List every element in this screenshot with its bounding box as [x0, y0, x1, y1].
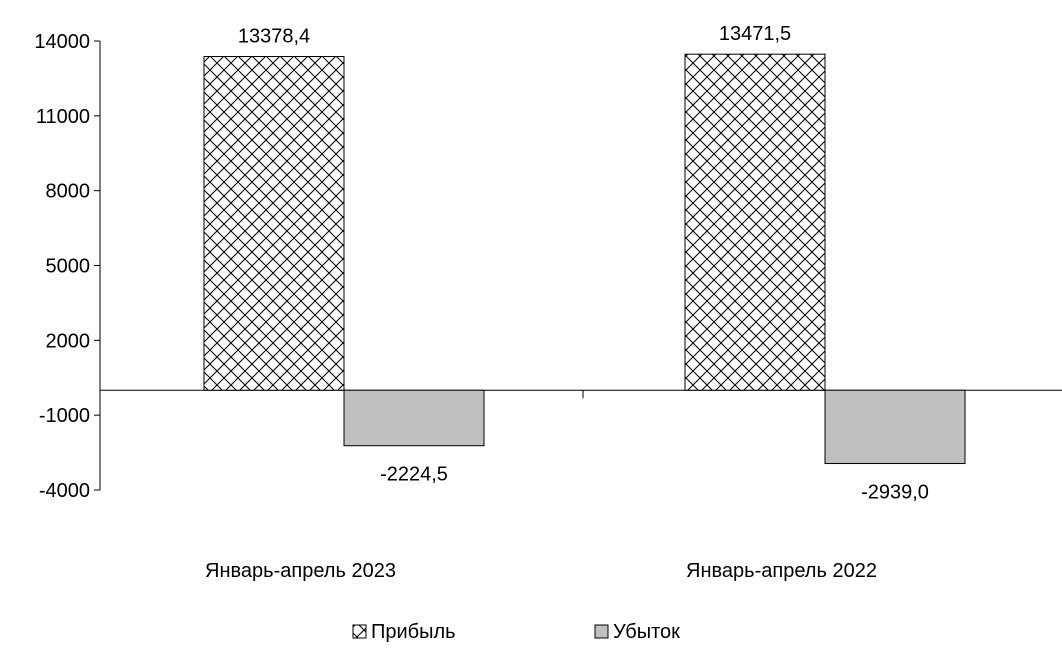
bar-profit: [203, 56, 345, 391]
legend-swatch-profit: [352, 624, 367, 639]
y-tick-label: -1000: [39, 405, 90, 427]
y-tick-label: 11000: [36, 106, 90, 128]
y-tick-label: 2000: [46, 330, 91, 352]
chart-axes: 14000 11000 8000 5000 2000 -1000 -4000: [34, 31, 1062, 502]
data-label: -2939,0: [861, 482, 929, 504]
chart-bars: [203, 53, 966, 465]
legend-label: Убыток: [613, 621, 680, 643]
data-label: -2224,5: [380, 464, 448, 486]
bar-loss: [343, 389, 485, 447]
chart-labels: 13378,4 -2224,5 Январь-апрель 2023 13471,5 -…: [205, 23, 929, 582]
bar-loss: [824, 389, 966, 465]
y-tick-label: 14000: [34, 31, 90, 53]
y-tick-label: 8000: [46, 181, 91, 203]
bar-profit: [684, 53, 826, 391]
legend-label: Прибыль: [371, 621, 456, 643]
legend-swatch-loss: [594, 624, 609, 639]
x-category-label: Январь-апрель 2022: [686, 560, 877, 582]
chart-legend: Прибыль Убыток: [352, 621, 680, 643]
data-label: 13378,4: [238, 26, 310, 48]
y-tick-label: -4000: [39, 480, 90, 502]
data-label: 13471,5: [719, 23, 791, 45]
x-category-label: Январь-апрель 2023: [205, 560, 396, 582]
y-tick-label: 5000: [46, 256, 91, 278]
